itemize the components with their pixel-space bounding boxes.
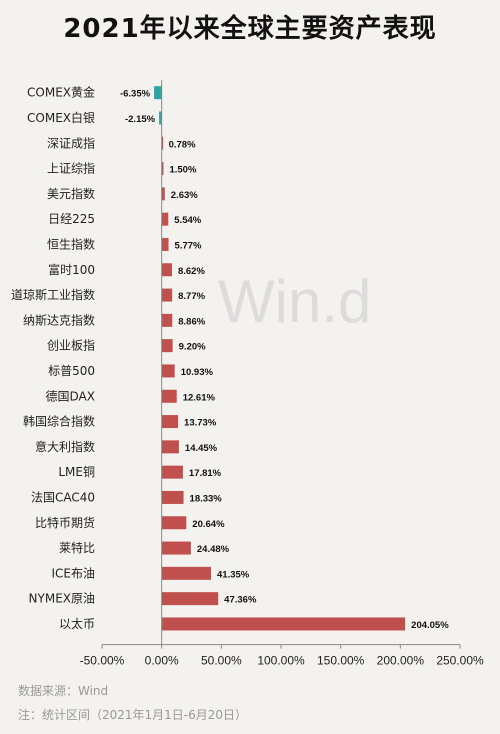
x-tick-label: 0.00% [145,654,179,668]
bars-group: COMEX黄金 -6.35% COMEX白银 -2.15% 深证成指 0.78% 上证综指 1… [11,85,449,631]
category-label: 富时100 [48,262,95,277]
category-label: NYMEX原油 [29,592,95,606]
data-source: 数据来源：Wind [18,684,109,698]
bar [161,440,179,454]
chart-title: 2021年以来全球主要资产表现 [63,14,437,44]
category-label: ICE布油 [51,566,95,580]
watermark: Win.d [218,268,371,335]
bar [161,313,173,327]
x-tick-label: 100.00% [257,654,305,668]
value-label: 14.45% [185,443,218,454]
bar [161,389,177,403]
value-label: 204.05% [411,620,449,631]
category-label: COMEX白银 [27,110,95,125]
bar [161,566,212,580]
footnote: 注：统计区间（2021年1月1日-6月20日） [18,708,248,722]
value-label: 5.54% [174,215,201,226]
bar [161,136,164,150]
bar [161,212,169,226]
value-label: 12.61% [183,392,216,403]
x-tick-label: 250.00% [436,654,484,668]
bar [161,617,406,631]
category-label: COMEX黄金 [27,85,95,100]
bar [161,592,219,606]
bar [154,86,162,100]
category-label: 德国DAX [46,388,95,403]
value-label: 9.20% [179,342,206,353]
bar [161,237,169,251]
x-tick-label: 200.00% [377,654,425,668]
value-label: 0.78% [169,139,196,150]
value-label: 5.77% [175,240,202,251]
value-label: 20.64% [192,519,225,530]
bar [161,516,187,530]
bar [161,187,165,201]
category-label: 以太币 [59,616,95,631]
x-axis: -50.00% 0.00% 50.00% 100.00% 150.00% 200.00% 2… [80,80,484,668]
value-label: 41.35% [217,569,250,580]
value-label: 8.86% [178,316,205,327]
bar [161,541,191,555]
bar [161,263,172,277]
value-label: 47.36% [224,595,257,606]
category-label: 美元指数 [47,186,95,201]
category-label: 纳斯达克指数 [23,312,95,327]
value-label: 8.62% [178,266,205,277]
value-label: 10.93% [181,367,214,378]
value-label: 1.50% [169,165,196,176]
value-label: 13.73% [184,418,217,429]
category-label: 比特币期货 [35,515,95,530]
category-label: 上证综指 [47,161,95,176]
bar [161,339,173,353]
value-label: 8.77% [178,291,205,302]
value-label: 18.33% [190,493,223,504]
category-label: 创业板指 [47,338,95,353]
value-label: -2.15% [125,114,156,125]
category-label: 恒生指数 [47,236,95,251]
bar [161,490,184,504]
x-tick-label: -50.00% [80,654,125,668]
category-label: 莱特比 [59,540,95,555]
bar [159,111,162,125]
category-label: LME铜 [58,464,95,479]
value-label: 24.48% [197,544,230,555]
category-label: 法国CAC40 [31,490,95,504]
category-label: 意大利指数 [35,439,95,454]
category-label: 日经225 [48,212,95,226]
value-label: 17.81% [189,468,222,479]
value-label: -6.35% [120,89,151,100]
bar [161,415,179,429]
bar [161,162,164,176]
category-label: 深证成指 [47,135,95,150]
x-tick-label: 150.00% [317,654,365,668]
value-label: 2.63% [171,190,198,201]
x-tick-label: 50.00% [201,654,242,668]
category-label: 标普500 [48,364,95,378]
bar [161,465,183,479]
category-label: 韩国综合指数 [23,414,95,429]
bar [161,288,173,302]
category-label: 道琼斯工业指数 [11,287,95,302]
bar [161,364,175,378]
